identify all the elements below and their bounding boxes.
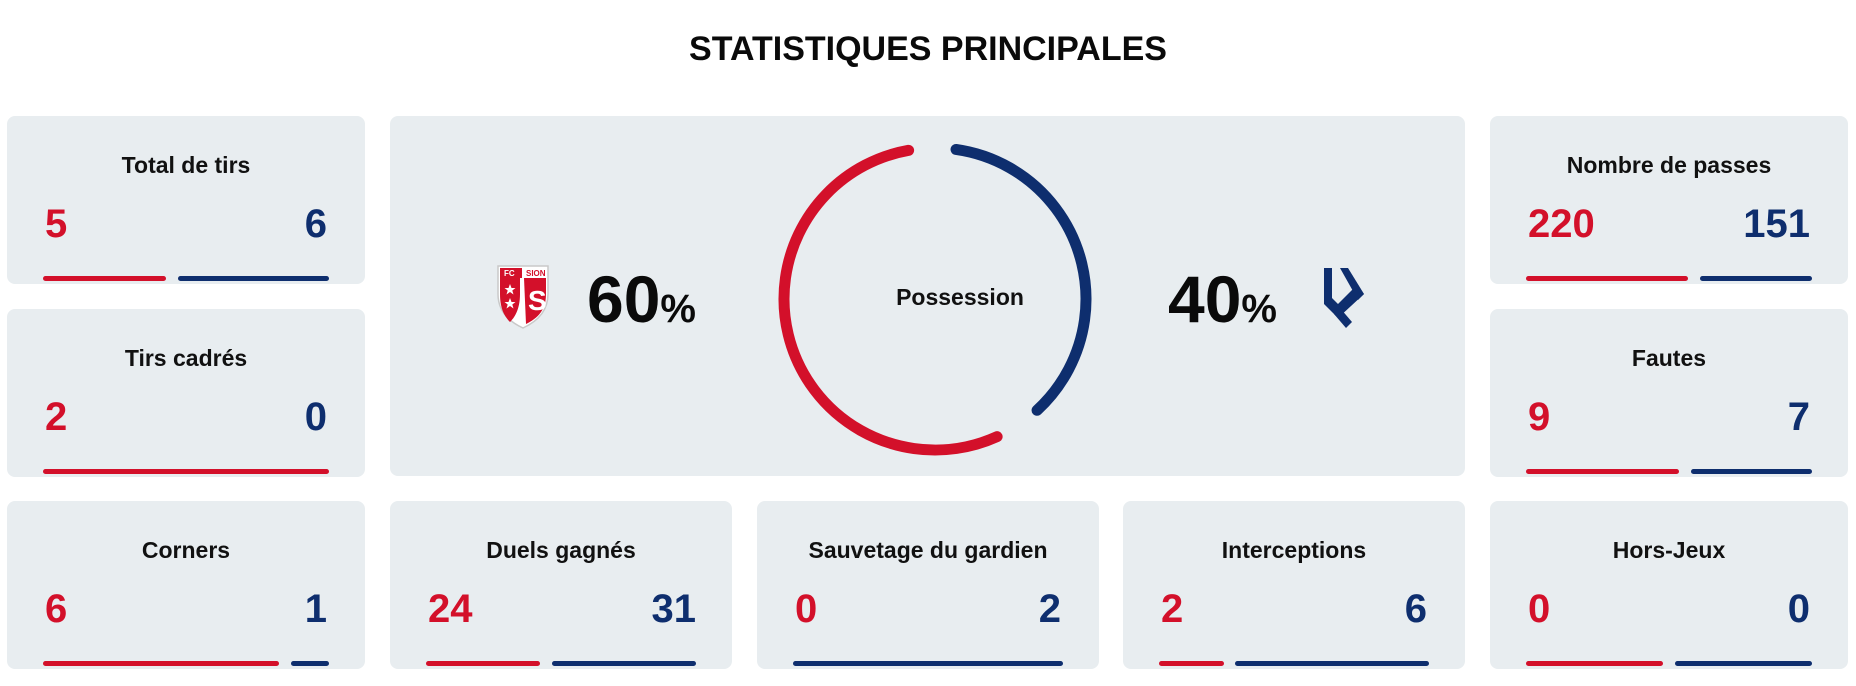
away-value: 2: [1038, 587, 1061, 631]
away-value: 1: [304, 587, 327, 631]
away-possession-value: 40%: [1168, 266, 1277, 332]
away-bar: [552, 661, 696, 666]
home-value: 2: [45, 395, 68, 439]
away-bar: [1700, 276, 1812, 281]
home-bar: [1526, 661, 1663, 666]
page-title: STATISTIQUES PRINCIPALES: [689, 30, 1167, 68]
away-value: 6: [1404, 587, 1427, 631]
home-bar: [426, 661, 540, 666]
home-bar: [43, 661, 279, 666]
fc-lausanne-sport-logo-icon: [1324, 268, 1364, 328]
away-bar: [178, 276, 329, 281]
away-bar: [1675, 661, 1812, 666]
home-bar: [1526, 276, 1688, 281]
away-bar: [1691, 469, 1812, 474]
home-value: 5: [45, 202, 68, 246]
possession-ring: [778, 142, 1092, 456]
stat-card-interceptions: Interceptions 2 6: [1123, 501, 1465, 669]
stat-card-duels-won: Duels gagnés 24 31: [390, 501, 732, 669]
away-value: 6: [304, 202, 327, 246]
home-possession-unit: %: [660, 287, 696, 331]
stat-card-fouls: Fautes 9 7: [1490, 309, 1848, 477]
home-value: 220: [1528, 202, 1595, 246]
away-value: 151: [1743, 202, 1810, 246]
possession-card: FC SION S 60% Possession 40%: [390, 116, 1465, 476]
stat-card-goalkeeper-saves: Sauvetage du gardien 0 2: [757, 501, 1099, 669]
stat-label: Total de tirs: [121, 152, 251, 178]
stat-label: Hors-Jeux: [1612, 537, 1726, 563]
away-value: 31: [651, 587, 697, 631]
stat-label: Tirs cadrés: [124, 345, 248, 371]
home-value: 0: [1528, 587, 1551, 631]
stat-card-shots-on-target: Tirs cadrés 2 0: [7, 309, 365, 477]
home-value: 9: [1528, 395, 1551, 439]
away-value: 0: [1787, 587, 1810, 631]
away-bar: [793, 661, 1063, 666]
svg-text:S: S: [528, 285, 547, 316]
stat-label: Duels gagnés: [486, 537, 636, 563]
svg-text:FC: FC: [504, 269, 515, 278]
stat-card-corners: Corners 6 1: [7, 501, 365, 669]
away-possession-unit: %: [1241, 287, 1277, 331]
possession-label: Possession: [896, 284, 1024, 310]
svg-text:SION: SION: [526, 269, 546, 278]
home-value: 6: [45, 587, 68, 631]
possession-arc-home: [778, 142, 1092, 456]
home-possession-number: 60: [587, 262, 661, 336]
home-value: 24: [428, 587, 473, 631]
home-value: 0: [795, 587, 818, 631]
away-value: 0: [304, 395, 327, 439]
stat-label: Corners: [141, 537, 231, 563]
possession-arc-away: [778, 142, 1092, 456]
away-value: 7: [1787, 395, 1810, 439]
fc-sion-crest-icon: FC SION S: [497, 265, 549, 329]
stat-card-total-shots: Total de tirs 5 6: [7, 116, 365, 284]
stat-card-offsides: Hors-Jeux 0 0: [1490, 501, 1848, 669]
home-bar: [43, 469, 329, 474]
home-bar: [1526, 469, 1679, 474]
away-bar: [1235, 661, 1429, 666]
home-value: 2: [1161, 587, 1184, 631]
stat-label: Fautes: [1631, 345, 1707, 371]
stat-label: Nombre de passes: [1566, 152, 1772, 178]
stat-card-passes: Nombre de passes 220 151: [1490, 116, 1848, 284]
away-bar: [291, 661, 329, 666]
home-bar: [43, 276, 166, 281]
home-possession-value: 60%: [587, 266, 696, 332]
home-bar: [1159, 661, 1224, 666]
stat-label: Interceptions: [1221, 537, 1367, 563]
away-possession-number: 40: [1168, 262, 1242, 336]
stat-label: Sauvetage du gardien: [808, 537, 1048, 563]
